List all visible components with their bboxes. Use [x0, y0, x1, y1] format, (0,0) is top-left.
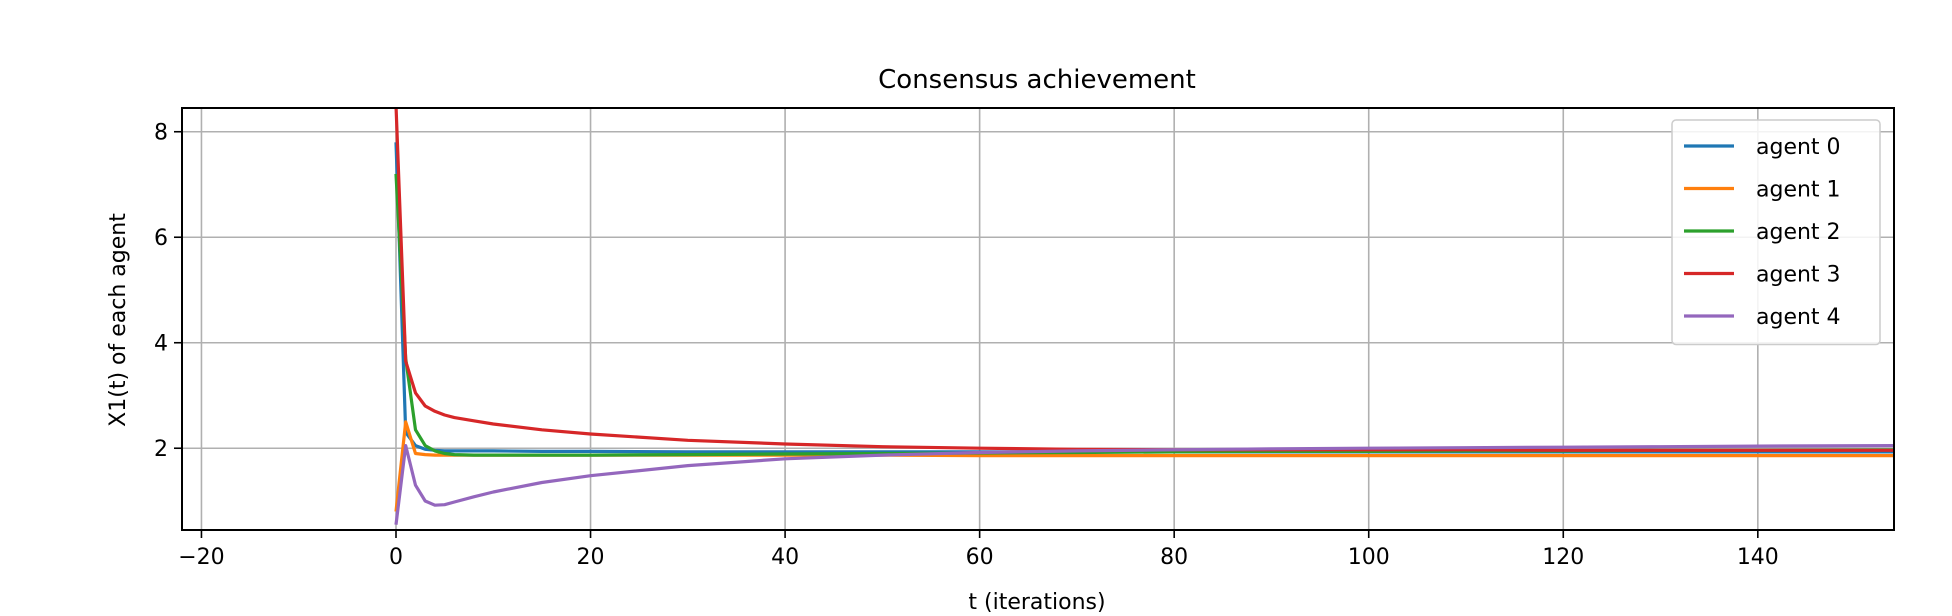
legend: agent 0 agent 1 agent 2 agent 3 agent 4 — [1671, 119, 1881, 346]
x-tick-label: 100 — [1348, 545, 1390, 570]
x-tick-label: 120 — [1542, 545, 1584, 570]
x-tick-label: 20 — [577, 545, 605, 570]
x-tick-label: 80 — [1160, 545, 1188, 570]
plot-area-frame — [181, 107, 1895, 531]
x-tick-label: 140 — [1737, 545, 1779, 570]
x-tick-label: 60 — [966, 545, 994, 570]
series-line-agent-2 — [394, 173, 1894, 457]
x-axis-label: t (iterations) — [968, 590, 1105, 612]
y-tick-label: 2 — [154, 437, 168, 462]
x-tick-label: −20 — [178, 545, 224, 570]
series-line-agent-3 — [394, 108, 1894, 452]
chart-title: Consensus achievement — [878, 65, 1196, 95]
y-tick-label: 8 — [154, 121, 168, 146]
legend-label-agent-3: agent 3 — [1756, 263, 1841, 288]
series-line-agent-0 — [394, 142, 1894, 454]
legend-label-agent-0: agent 0 — [1756, 135, 1841, 160]
series-line-agent-4 — [394, 444, 1894, 525]
y-tick-label: 4 — [154, 332, 168, 357]
y-axis-label: X1(t) of each agent — [106, 213, 131, 427]
legend-label-agent-2: agent 2 — [1756, 220, 1841, 245]
legend-box — [1671, 119, 1881, 346]
grid-lines — [182, 108, 1894, 530]
legend-label-agent-1: agent 1 — [1756, 178, 1841, 203]
legend-label-agent-4: agent 4 — [1756, 305, 1841, 330]
x-tick-label: 0 — [389, 545, 403, 570]
y-tick-label: 6 — [154, 226, 168, 251]
axis-ticks: −20 0 20 40 60 80 100 120 140 2 4 6 8 — [154, 121, 1779, 570]
series-lines — [394, 108, 1894, 525]
x-tick-label: 40 — [771, 545, 799, 570]
